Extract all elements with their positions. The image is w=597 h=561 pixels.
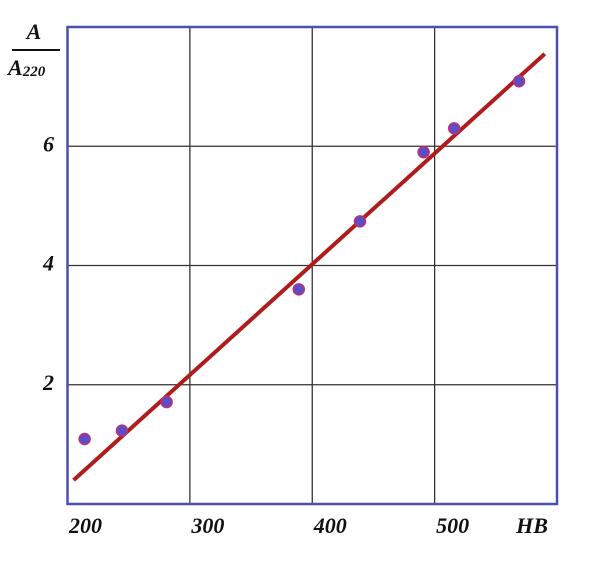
data-point bbox=[292, 283, 306, 296]
data-point bbox=[160, 395, 173, 409]
y-tick-label: 6 bbox=[43, 131, 54, 156]
data-point bbox=[512, 75, 526, 88]
y-label-numerator: A bbox=[25, 19, 42, 44]
x-tick-label: 200 bbox=[68, 513, 102, 538]
y-tick-label: 4 bbox=[42, 251, 54, 276]
fit-line bbox=[72, 52, 547, 482]
y-label-denominator-base: A bbox=[6, 55, 23, 80]
x-tick-label: 300 bbox=[190, 513, 224, 538]
x-label: HB bbox=[515, 513, 548, 538]
plot-frame bbox=[66, 25, 559, 506]
y-label-denominator: A220 bbox=[6, 55, 46, 80]
data-point bbox=[115, 424, 129, 437]
data-point bbox=[417, 145, 430, 159]
x-tick-label: 400 bbox=[313, 513, 347, 538]
data-point bbox=[353, 215, 367, 228]
data-point bbox=[78, 432, 91, 446]
data-point bbox=[447, 122, 461, 135]
y-tick-label: 2 bbox=[42, 370, 54, 395]
x-tick-label: 500 bbox=[436, 513, 469, 538]
y-label-denominator-sub: 220 bbox=[22, 64, 46, 80]
